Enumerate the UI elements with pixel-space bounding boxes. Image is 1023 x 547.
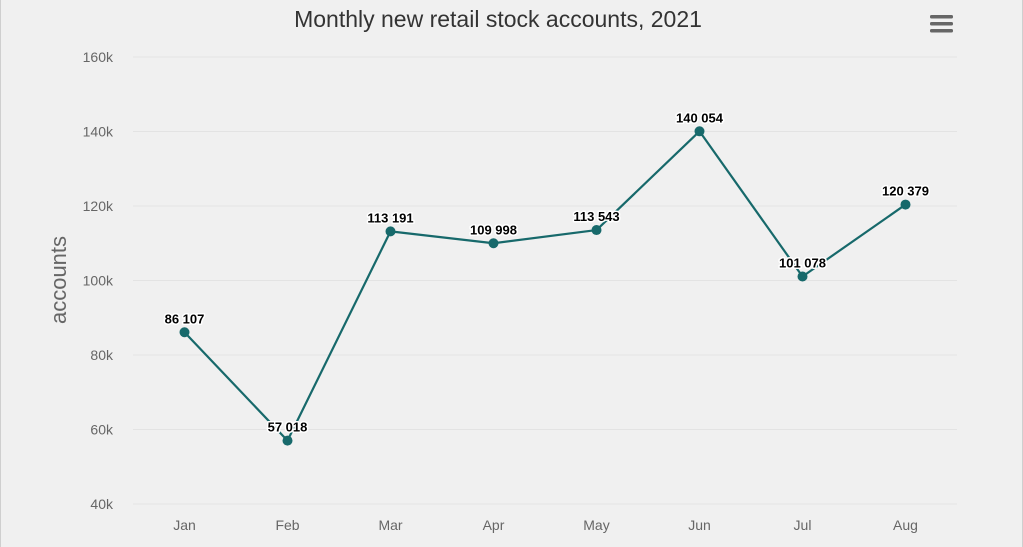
x-tick-label: Jan — [173, 517, 196, 533]
x-tick-label: Jul — [794, 517, 812, 533]
data-point[interactable] — [179, 327, 190, 338]
x-tick-label: May — [583, 517, 609, 533]
data-point[interactable] — [591, 225, 602, 236]
data-point[interactable] — [900, 199, 911, 210]
y-tick-label: 80k — [90, 347, 114, 363]
y-tick-label: 100k — [83, 273, 114, 289]
x-tick-label: Jun — [688, 517, 711, 533]
data-label: 113 543 — [573, 209, 619, 224]
data-point[interactable] — [694, 126, 705, 137]
x-tick-label: Aug — [893, 517, 918, 533]
data-point[interactable] — [385, 226, 396, 237]
y-tick-label: 120k — [83, 198, 114, 214]
chart-title: Monthly new retail stock accounts, 2021 — [294, 6, 702, 32]
grid-layer — [133, 56, 957, 505]
data-label: 113 191 — [367, 210, 413, 225]
x-tick-label: Feb — [275, 517, 299, 533]
data-label: 86 107 — [165, 311, 205, 326]
y-tick-label: 160k — [83, 49, 114, 65]
data-point[interactable] — [488, 238, 499, 249]
data-label: 120 379 — [882, 184, 929, 199]
y-tick-label: 60k — [90, 422, 114, 438]
data-label: 140 054 — [676, 110, 724, 125]
x-tick-label: Apr — [483, 517, 505, 533]
x-tick-label: Mar — [378, 517, 402, 533]
series-line — [183, 130, 907, 442]
data-labels-layer: 86 107 57 018 113 191 109 998 113 543 140 054… — [163, 109, 930, 436]
data-label: 109 998 — [470, 222, 517, 237]
data-label: 57 018 — [268, 420, 308, 435]
x-axis-ticks: Jan Feb Mar Apr May Jun Jul Aug — [173, 517, 918, 533]
data-point[interactable] — [797, 271, 808, 282]
y-axis-ticks: 40k 60k 80k 100k 120k 140k 160k — [83, 49, 114, 512]
data-point[interactable] — [282, 435, 293, 446]
series-layer — [179, 126, 911, 446]
y-axis-title: accounts — [46, 236, 71, 324]
data-label: 101 078 — [779, 255, 826, 270]
y-tick-label: 140k — [83, 124, 114, 140]
hamburger-menu-icon[interactable] — [927, 10, 957, 38]
y-tick-label: 40k — [90, 496, 114, 512]
